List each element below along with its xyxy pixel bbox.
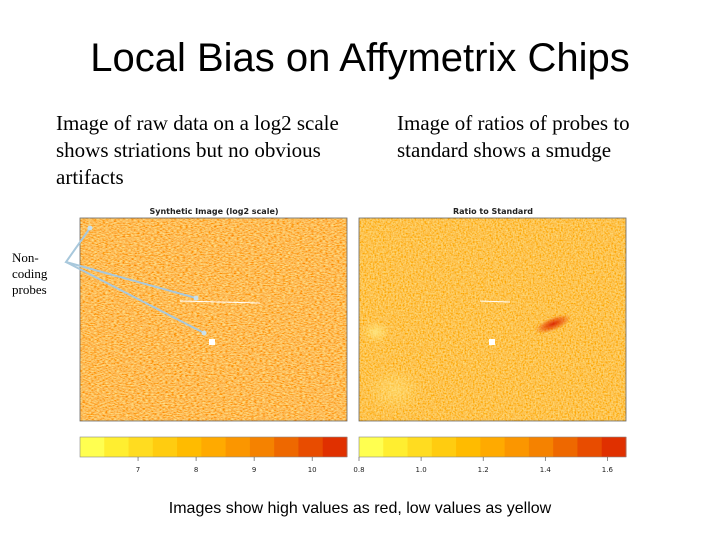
- pointer-dot-line: [193, 295, 199, 301]
- right-colorbar-segment: [407, 437, 433, 457]
- left-colorbar-tick-label: 10: [308, 466, 317, 474]
- right-colorbar-tick-label: 1.6: [602, 466, 614, 474]
- left-colorbar-segment: [152, 437, 178, 457]
- right-colorbar-segment: [456, 437, 481, 457]
- pointer-dot-square: [201, 330, 207, 336]
- right-colorbar-segment: [553, 437, 578, 457]
- left-control-square: [209, 339, 215, 345]
- right-pale-spot: [362, 321, 390, 343]
- right-colorbar-tick-label: 1.2: [478, 466, 489, 474]
- left-colorbar-segment: [201, 437, 227, 457]
- left-heatmap-frame: [79, 217, 348, 422]
- left-colorbar-segment: [274, 437, 299, 457]
- right-heatmap-frame: [358, 217, 627, 422]
- right-control-square: [489, 339, 495, 345]
- right-colorbar-tick-label: 0.8: [353, 466, 364, 474]
- left-figure-title: Synthetic Image (log2 scale): [149, 207, 278, 216]
- left-colorbar-segment: [322, 437, 348, 457]
- right-colorbar-segment: [528, 437, 554, 457]
- left-heatmap-texture: [80, 218, 347, 421]
- left-colorbar-tick-label: 7: [136, 466, 140, 474]
- left-colorbar-ticks: 7 8 9 10: [136, 457, 317, 474]
- left-colorbar-segments: [80, 437, 348, 457]
- left-colorbar-segment: [249, 437, 275, 457]
- left-colorbar-segment: [104, 437, 130, 457]
- right-colorbar-segment: [601, 437, 627, 457]
- right-colorbar-tick-label: 1.0: [416, 466, 427, 474]
- right-colorbar-segment: [577, 437, 603, 457]
- right-figure-title: Ratio to Standard: [453, 207, 533, 216]
- left-colorbar-segment: [177, 437, 202, 457]
- left-colorbar-segment: [298, 437, 324, 457]
- right-pale-region: [367, 368, 423, 412]
- right-colorbar-segment: [431, 437, 457, 457]
- side-label-noncoding: Non-coding probes: [12, 250, 48, 297]
- pointer-line-lower: [65, 261, 205, 334]
- left-artifact-line: [179, 300, 261, 304]
- left-colorbar-frame: [79, 436, 348, 458]
- left-colorbar-tick-label: 9: [252, 466, 256, 474]
- right-colorbar-segment: [504, 437, 530, 457]
- right-colorbar-segment: [359, 437, 384, 457]
- left-colorbar-segment: [80, 437, 105, 457]
- caption-left: Image of raw data on a log2 scale shows …: [56, 111, 339, 189]
- pointer-dot-corner: [87, 225, 93, 231]
- right-colorbar-segments: [359, 437, 627, 457]
- right-colorbar-segment: [383, 437, 409, 457]
- right-smudge: [534, 314, 572, 334]
- slide-footer: Images show high values as red, low valu…: [168, 500, 552, 517]
- slide-title: Local Bias on Affymetrix Chips: [90, 36, 630, 80]
- left-colorbar-segment: [225, 437, 251, 457]
- left-colorbar-tick-label: 8: [194, 466, 198, 474]
- left-colorbar-segment: [128, 437, 154, 457]
- right-artifact-line: [479, 300, 511, 303]
- right-colorbar-tick-label: 1.4: [540, 466, 552, 474]
- right-colorbar-frame: [358, 436, 627, 458]
- right-colorbar-ticks: 0.8 1.0 1.2 1.4 1.6: [353, 457, 613, 474]
- right-colorbar-segment: [480, 437, 506, 457]
- caption-right: Image of ratios of probes to standard sh…: [397, 111, 630, 162]
